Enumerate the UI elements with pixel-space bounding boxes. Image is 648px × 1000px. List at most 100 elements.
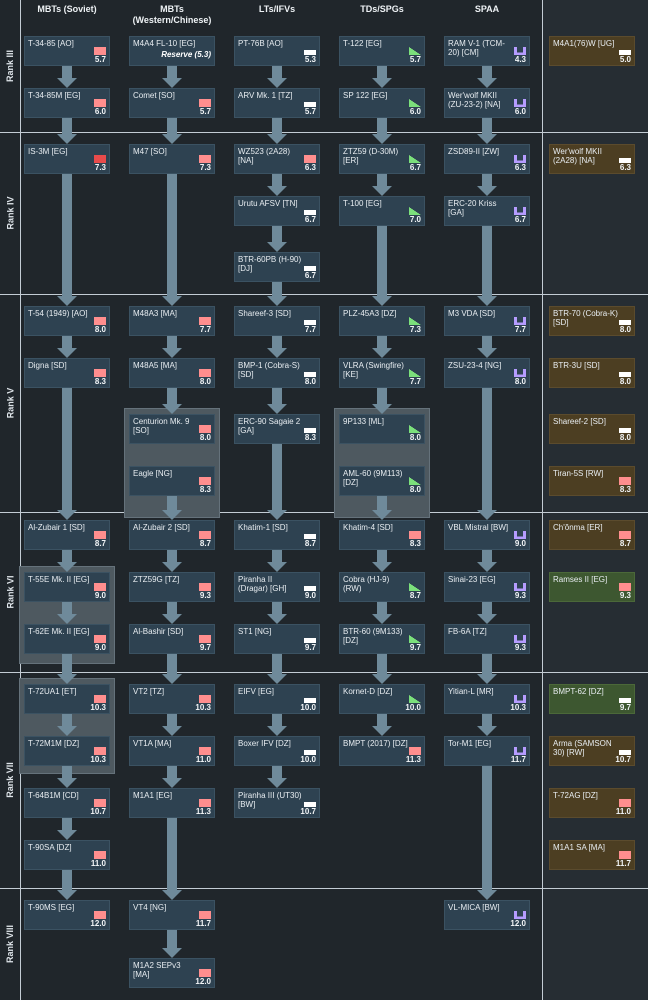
vehicle-card-zsd89-ii-zw[interactable]: ZSD89-II [ZW] 6.3 <box>444 144 530 174</box>
battle-rating: 10.0 <box>300 755 316 764</box>
vehicle-card-t-72m1m-dz[interactable]: T-72M1M [DZ] 10.3 <box>24 736 110 766</box>
vehicle-card-ram-v-1-tcm-20-cm[interactable]: RAM V-1 (TCM-20) [CM] 4.3 <box>444 36 530 66</box>
vehicle-card-vbl-mistral-bw[interactable]: VBL Mistral [BW] 9.0 <box>444 520 530 550</box>
vehicle-card-tor-m1-eg[interactable]: Tor-M1 [EG] 11.7 <box>444 736 530 766</box>
vehicle-card-urutu-afsv-tn[interactable]: Urutu AFSV [TN] 6.7 <box>234 196 320 226</box>
vehicle-card-m4a1-76-w-ug[interactable]: M4A1(76)W [UG] 5.0 <box>549 36 635 66</box>
research-arrow-head <box>477 562 497 572</box>
vehicle-card-btr-60-9m133-dz[interactable]: BTR-60 (9M133) [DZ] 9.7 <box>339 624 425 654</box>
vehicle-card-m48a3-ma[interactable]: M48A3 [MA] 7.7 <box>129 306 215 336</box>
vehicle-card-wer-wolf-mkii-2a28-na[interactable]: Wer'wolf MKII (2A28) [NA] 6.3 <box>549 144 635 174</box>
vehicle-card-t-34-85m-eg[interactable]: T-34-85M [EG] 6.0 <box>24 88 110 118</box>
vehicle-card-st1-ng[interactable]: ST1 [NG] 9.7 <box>234 624 320 654</box>
vehicle-card-m4a4-fl-10-eg[interactable]: M4A4 FL-10 [EG] Reserve (5.3) <box>129 36 215 66</box>
vehicle-card-wer-wolf-mkii-zu-23-2-na[interactable]: Wer'wolf MKII (ZU-23-2) [NA] 6.0 <box>444 88 530 118</box>
vehicle-card-shareef-2-sd[interactable]: Shareef-2 [SD] 8.0 <box>549 414 635 444</box>
vehicle-card-shareef-3-sd[interactable]: Shareef-3 [SD] 7.7 <box>234 306 320 336</box>
vehicle-card-t-72ag-dz[interactable]: T-72AG [DZ] 11.0 <box>549 788 635 818</box>
vehicle-card-zsu-23-4-ng[interactable]: ZSU-23-4 [NG] 8.0 <box>444 358 530 388</box>
vehicle-card-kornet-d-dz[interactable]: Kornet-D [DZ] 10.0 <box>339 684 425 714</box>
vehicle-card-vt4-ng[interactable]: VT4 [NG] 11.7 <box>129 900 215 930</box>
vehicle-name: VT4 [NG] <box>133 903 167 912</box>
battle-rating: 11.7 <box>510 755 526 764</box>
vehicle-card-t-54-1949-ao[interactable]: T-54 (1949) [AO] 8.0 <box>24 306 110 336</box>
vehicle-card-eifv-eg[interactable]: EIFV [EG] 10.0 <box>234 684 320 714</box>
vehicle-card-ramses-ii-eg[interactable]: Ramses II [EG] 9.3 <box>549 572 635 602</box>
vehicle-card-btr-70-cobra-k-sd[interactable]: BTR-70 (Cobra-K) [SD] 8.0 <box>549 306 635 336</box>
vehicle-card-t-62e-mk-ii-eg[interactable]: T-62E Mk. II [EG] 9.0 <box>24 624 110 654</box>
vehicle-card-arma-samson-30-rw[interactable]: Arma (SAMSON 30) [RW] 10.7 <box>549 736 635 766</box>
vehicle-card-khatim-4-sd[interactable]: Khatim-4 [SD] 8.3 <box>339 520 425 550</box>
vehicle-card-vl-mica-bw[interactable]: VL-MICA [BW] 12.0 <box>444 900 530 930</box>
vehicle-card-btr-3u-sd[interactable]: BTR-3U [SD] 8.0 <box>549 358 635 388</box>
vehicle-card-m3-vda-sd[interactable]: M3 VDA [SD] 7.7 <box>444 306 530 336</box>
vehicle-card-t-100-eg[interactable]: T-100 [EG] 7.0 <box>339 196 425 226</box>
mbt-class-icon <box>94 635 106 643</box>
vehicle-card-t-64b1m-cd[interactable]: T-64B1M [CD] 10.7 <box>24 788 110 818</box>
mbt-class-icon <box>94 747 106 755</box>
vehicle-card-m48a5-ma[interactable]: M48A5 [MA] 8.0 <box>129 358 215 388</box>
vehicle-card-m1a2-sepv3-ma[interactable]: M1A2 SEPv3 [MA] 12.0 <box>129 958 215 988</box>
mbt-class-icon <box>199 425 211 433</box>
vehicle-card-t-72ua1-et[interactable]: T-72UA1 [ET] 10.3 <box>24 684 110 714</box>
mbt-class-icon <box>199 911 211 919</box>
vehicle-card-piranha-iii-ut30-bw[interactable]: Piranha III (UT30) [BW] 10.7 <box>234 788 320 818</box>
vehicle-name: ZTZ59G [TZ] <box>133 575 180 584</box>
vehicle-card-t-90ms-eg[interactable]: T-90MS [EG] 12.0 <box>24 900 110 930</box>
vehicle-card-erc-20-kriss-ga[interactable]: ERC-20 Kriss [GA] 6.7 <box>444 196 530 226</box>
vehicle-card-al-zubair-2-sd[interactable]: Al-Zubair 2 [SD] 8.7 <box>129 520 215 550</box>
vehicle-card-sinai-23-eg[interactable]: Sinai-23 [EG] 9.3 <box>444 572 530 602</box>
research-arrow <box>377 226 387 296</box>
vehicle-card-m1a1-sa-ma[interactable]: M1A1 SA [MA] 11.7 <box>549 840 635 870</box>
battle-rating: 9.7 <box>199 643 211 652</box>
vehicle-card-aml-60-9m113-dz[interactable]: AML-60 (9M113) [DZ] 8.0 <box>339 466 425 496</box>
vehicle-card-pt-76b-ao[interactable]: PT-76B [AO] 5.3 <box>234 36 320 66</box>
research-arrow <box>272 174 282 186</box>
vehicle-card-al-bashir-sd[interactable]: Al-Bashir [SD] 9.7 <box>129 624 215 654</box>
vehicle-name: M48A5 [MA] <box>133 361 178 370</box>
vehicle-card-is-3m-eg[interactable]: IS-3M [EG] 7.3 <box>24 144 110 174</box>
vehicle-card-t-122-eg[interactable]: T-122 [EG] 5.7 <box>339 36 425 66</box>
vehicle-card-t-34-85-ao[interactable]: T-34-85 [AO] 5.7 <box>24 36 110 66</box>
battle-rating: 8.0 <box>409 433 421 442</box>
vehicle-card-centurion-mk-9-so[interactable]: Centurion Mk. 9 [SO] 8.0 <box>129 414 215 444</box>
vehicle-card-al-zubair-1-sd[interactable]: Al-Zubair 1 [SD] 8.7 <box>24 520 110 550</box>
vehicle-card-vt2-tz[interactable]: VT2 [TZ] 10.3 <box>129 684 215 714</box>
research-arrow <box>482 174 492 186</box>
vehicle-name: M4A1(76)W [UG] <box>553 39 615 48</box>
vehicle-card-sp-122-eg[interactable]: SP 122 [EG] 6.0 <box>339 88 425 118</box>
vehicle-name: Khatim-4 [SD] <box>343 523 393 532</box>
vehicle-card-t-90sa-dz[interactable]: T-90SA [DZ] 11.0 <box>24 840 110 870</box>
vehicle-card-eagle-ng[interactable]: Eagle [NG] 8.3 <box>129 466 215 496</box>
vehicle-card-cobra-hj-9-rw[interactable]: Cobra (HJ-9) (RW) 8.7 <box>339 572 425 602</box>
vehicle-name: 9P133 [ML] <box>343 417 384 426</box>
light-class-icon <box>304 586 316 591</box>
vehicle-card-plz-45a3-dz[interactable]: PLZ-45A3 [DZ] 7.3 <box>339 306 425 336</box>
vehicle-card-ch-nma-er[interactable]: Ch'ŏnma [ER] 8.7 <box>549 520 635 550</box>
vehicle-card-ztz59-d-30m-er[interactable]: ZTZ59 (D-30M) [ER] 6.7 <box>339 144 425 174</box>
vehicle-card-btr-60pb-h-90-dj[interactable]: BTR-60PB (H-90) [DJ] 6.7 <box>234 252 320 282</box>
vehicle-card-vlra-swingfire-ke[interactable]: VLRA (Swingfire) [KE] 7.7 <box>339 358 425 388</box>
vehicle-card-comet-so[interactable]: Comet [SO] 5.7 <box>129 88 215 118</box>
vehicle-card-ztz59g-tz[interactable]: ZTZ59G [TZ] 9.3 <box>129 572 215 602</box>
vehicle-card-wz523-2a28-na[interactable]: WZ523 (2A28) [NA] 6.3 <box>234 144 320 174</box>
vehicle-card-bmp-1-cobra-s-sd[interactable]: BMP-1 (Cobra-S) [SD] 8.0 <box>234 358 320 388</box>
vehicle-card-boxer-ifv-dz[interactable]: Boxer IFV [DZ] 10.0 <box>234 736 320 766</box>
vehicle-card-digna-sd[interactable]: Digna [SD] 8.3 <box>24 358 110 388</box>
vehicle-card-piranha-ii-dragar-gh[interactable]: Piranha II (Dragar) [GH] 9.0 <box>234 572 320 602</box>
vehicle-name: T-34-85M [EG] <box>28 91 81 100</box>
vehicle-card-yitian-l-mr[interactable]: Yitian-L [MR] 10.3 <box>444 684 530 714</box>
vehicle-card-m1a1-eg[interactable]: M1A1 [EG] 11.3 <box>129 788 215 818</box>
vehicle-card-tiran-5s-rw[interactable]: Tiran-5S [RW] 8.3 <box>549 466 635 496</box>
vehicle-card-erc-90-sagaie-2-ga[interactable]: ERC-90 Sagaie 2 [GA] 8.3 <box>234 414 320 444</box>
vehicle-card-arv-mk-1-tz[interactable]: ARV Mk. 1 [TZ] 5.7 <box>234 88 320 118</box>
vehicle-card-khatim-1-sd[interactable]: Khatim-1 [SD] 8.7 <box>234 520 320 550</box>
vehicle-card-bmpt-62-dz[interactable]: BMPT-62 [DZ] 9.7 <box>549 684 635 714</box>
vehicle-card-9p133-ml[interactable]: 9P133 [ML] 8.0 <box>339 414 425 444</box>
vehicle-card-m47-so[interactable]: M47 [SO] 7.3 <box>129 144 215 174</box>
vehicle-card-bmpt-2017-dz[interactable]: BMPT (2017) [DZ] 11.3 <box>339 736 425 766</box>
vehicle-card-t-55e-mk-ii-eg[interactable]: T-55E Mk. II [EG] 9.0 <box>24 572 110 602</box>
vehicle-card-fb-6a-tz[interactable]: FB-6A [TZ] 9.3 <box>444 624 530 654</box>
vehicle-card-vt1a-ma[interactable]: VT1A [MA] 11.0 <box>129 736 215 766</box>
